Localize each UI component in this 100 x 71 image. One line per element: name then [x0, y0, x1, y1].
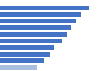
Bar [0, 39, 62, 43]
Bar [0, 32, 67, 37]
Bar [0, 65, 37, 70]
Bar [0, 52, 50, 57]
Bar [0, 6, 89, 10]
Bar [0, 58, 44, 63]
Bar [0, 19, 76, 24]
Bar [0, 45, 54, 50]
Bar [0, 25, 71, 30]
Bar [0, 12, 81, 17]
